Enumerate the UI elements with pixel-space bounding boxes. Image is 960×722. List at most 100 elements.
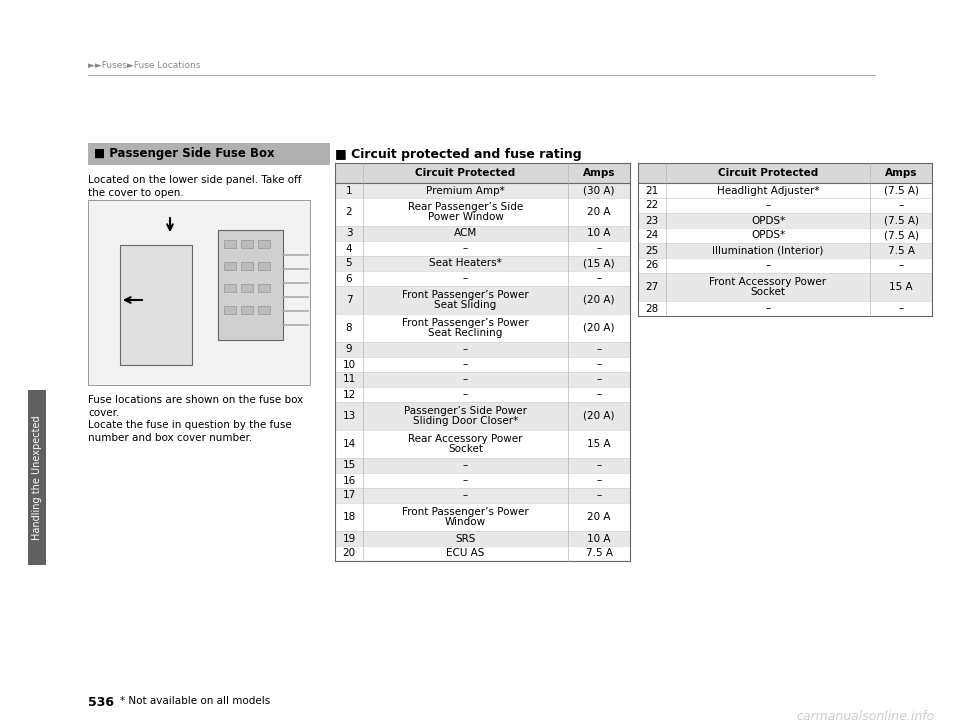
Bar bbox=[638, 163, 932, 183]
Text: 9: 9 bbox=[346, 344, 352, 355]
Text: Headlight Adjuster*: Headlight Adjuster* bbox=[717, 186, 819, 196]
Text: –: – bbox=[899, 201, 903, 211]
Bar bbox=[335, 372, 630, 387]
Text: 8: 8 bbox=[346, 323, 352, 333]
Text: –: – bbox=[596, 476, 602, 485]
Bar bbox=[224, 284, 236, 292]
Text: Seat Sliding: Seat Sliding bbox=[434, 300, 496, 310]
Bar bbox=[335, 546, 630, 561]
Bar bbox=[335, 503, 630, 531]
Text: –: – bbox=[596, 490, 602, 500]
Text: ►►Fuses►Fuse Locations: ►►Fuses►Fuse Locations bbox=[88, 61, 201, 70]
Text: 7.5 A: 7.5 A bbox=[586, 549, 612, 559]
Bar bbox=[335, 387, 630, 402]
Text: 10 A: 10 A bbox=[588, 534, 611, 544]
Bar bbox=[258, 306, 270, 314]
Text: 1: 1 bbox=[346, 186, 352, 196]
Text: 16: 16 bbox=[343, 476, 355, 485]
Text: Socket: Socket bbox=[448, 444, 483, 454]
Text: Located on the lower side panel. Take off: Located on the lower side panel. Take of… bbox=[88, 175, 301, 185]
Text: 19: 19 bbox=[343, 534, 355, 544]
Text: –: – bbox=[596, 375, 602, 385]
Text: * Not available on all models: * Not available on all models bbox=[120, 696, 271, 706]
Text: –: – bbox=[463, 344, 468, 355]
Text: –: – bbox=[765, 261, 771, 271]
Text: 24: 24 bbox=[645, 230, 659, 240]
Bar bbox=[638, 183, 932, 198]
Bar bbox=[335, 314, 630, 342]
Text: 15 A: 15 A bbox=[889, 282, 913, 292]
Text: (7.5 A): (7.5 A) bbox=[883, 230, 919, 240]
Text: OPDS*: OPDS* bbox=[751, 230, 785, 240]
Text: –: – bbox=[463, 243, 468, 253]
Bar bbox=[335, 198, 630, 226]
Text: Front Passenger’s Power: Front Passenger’s Power bbox=[402, 507, 529, 517]
Text: 28: 28 bbox=[645, 303, 659, 313]
Text: Amps: Amps bbox=[885, 168, 917, 178]
Text: ACM: ACM bbox=[454, 228, 477, 238]
Text: Rear Accessory Power: Rear Accessory Power bbox=[408, 434, 523, 444]
Text: Circuit Protected: Circuit Protected bbox=[416, 168, 516, 178]
Text: 4: 4 bbox=[346, 243, 352, 253]
Text: 18: 18 bbox=[343, 512, 355, 522]
Text: –: – bbox=[596, 274, 602, 284]
Text: 7.5 A: 7.5 A bbox=[887, 245, 915, 256]
Bar bbox=[88, 200, 310, 385]
Text: 12: 12 bbox=[343, 389, 355, 399]
Bar bbox=[335, 402, 630, 430]
Text: Seat Reclining: Seat Reclining bbox=[428, 328, 503, 338]
Text: (20 A): (20 A) bbox=[584, 323, 614, 333]
Bar bbox=[335, 342, 630, 357]
Text: Handling the Unexpected: Handling the Unexpected bbox=[32, 415, 42, 540]
Bar bbox=[241, 306, 253, 314]
Bar bbox=[335, 488, 630, 503]
Bar bbox=[258, 284, 270, 292]
Text: 17: 17 bbox=[343, 490, 355, 500]
Bar bbox=[258, 240, 270, 248]
Text: (30 A): (30 A) bbox=[584, 186, 614, 196]
Text: carmanualsonline.info: carmanualsonline.info bbox=[797, 710, 935, 722]
Bar bbox=[638, 213, 932, 228]
Text: 25: 25 bbox=[645, 245, 659, 256]
Bar bbox=[335, 226, 630, 241]
Text: (7.5 A): (7.5 A) bbox=[883, 186, 919, 196]
Bar bbox=[335, 430, 630, 458]
Text: –: – bbox=[463, 476, 468, 485]
Text: 27: 27 bbox=[645, 282, 659, 292]
Text: –: – bbox=[899, 303, 903, 313]
Bar bbox=[335, 256, 630, 271]
Text: Passenger’s Side Power: Passenger’s Side Power bbox=[404, 406, 527, 416]
Bar bbox=[638, 198, 932, 213]
Bar bbox=[335, 531, 630, 546]
Bar bbox=[335, 286, 630, 314]
Text: –: – bbox=[463, 360, 468, 370]
Text: 6: 6 bbox=[346, 274, 352, 284]
Text: –: – bbox=[765, 201, 771, 211]
Bar bbox=[335, 271, 630, 286]
Bar bbox=[638, 301, 932, 316]
Text: (20 A): (20 A) bbox=[584, 295, 614, 305]
Text: Window: Window bbox=[444, 517, 486, 527]
Text: 14: 14 bbox=[343, 439, 355, 449]
Text: Fuse locations are shown on the fuse box: Fuse locations are shown on the fuse box bbox=[88, 395, 303, 405]
Text: 7: 7 bbox=[346, 295, 352, 305]
Text: ■ Circuit protected and fuse rating: ■ Circuit protected and fuse rating bbox=[335, 148, 582, 161]
Text: 23: 23 bbox=[645, 215, 659, 225]
Text: 10 A: 10 A bbox=[588, 228, 611, 238]
Bar bbox=[88, 143, 330, 165]
Text: 536: 536 bbox=[88, 696, 114, 709]
Bar bbox=[258, 262, 270, 270]
Text: Seat Heaters*: Seat Heaters* bbox=[429, 258, 502, 269]
Text: 5: 5 bbox=[346, 258, 352, 269]
Text: 21: 21 bbox=[645, 186, 659, 196]
Text: –: – bbox=[765, 303, 771, 313]
Text: –: – bbox=[463, 375, 468, 385]
Bar bbox=[224, 240, 236, 248]
Text: SRS: SRS bbox=[455, 534, 476, 544]
Text: (20 A): (20 A) bbox=[584, 411, 614, 421]
Text: Premium Amp*: Premium Amp* bbox=[426, 186, 505, 196]
Text: Power Window: Power Window bbox=[427, 212, 503, 222]
Text: –: – bbox=[463, 490, 468, 500]
Text: –: – bbox=[463, 461, 468, 471]
Text: 13: 13 bbox=[343, 411, 355, 421]
